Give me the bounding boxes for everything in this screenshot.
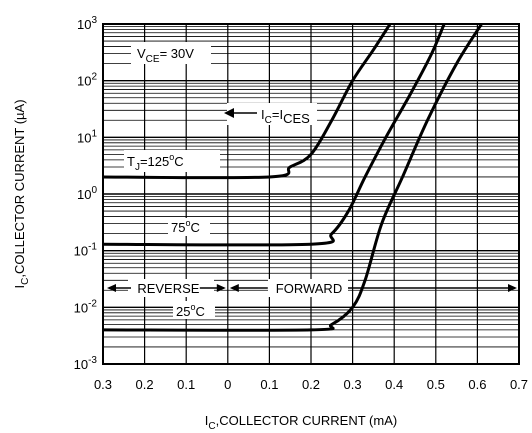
x-tick-label: 0: [224, 377, 231, 392]
y-tick-labels: 103 102 101 100 10-1 10-2 10-3: [74, 15, 98, 372]
curve-series-2: [102, 23, 446, 247]
forward-label-bg: [268, 279, 348, 297]
label-25c: 25oC: [176, 302, 205, 319]
y-axis-label: IC,COLLECTOR CURRENT (µA): [12, 99, 31, 288]
y-tick-label: 100: [77, 185, 97, 202]
tj-label: TJ=125oC: [127, 152, 184, 173]
y-tick-label: 10-1: [74, 242, 98, 259]
curve-series-1: [102, 23, 392, 180]
forward-arrowhead-right: [508, 284, 517, 292]
chart-curves: [102, 23, 483, 332]
forward-label: FORWARD: [276, 281, 342, 296]
vce-label-bg: [131, 42, 211, 64]
y-tick-label: 103: [77, 15, 97, 32]
label-75c: 75oC: [171, 218, 200, 235]
x-tick-label: 0.2: [136, 377, 154, 392]
reverse-label-bg: [128, 279, 214, 297]
x-tick-label: 0.3: [94, 377, 112, 392]
y-tick-label: 102: [77, 72, 97, 89]
reverse-label: REVERSE: [137, 281, 199, 296]
x-tick-label: 0.7: [510, 377, 528, 392]
x-tick-label: 0.1: [177, 377, 195, 392]
vce-label: VCE= 30V: [137, 46, 194, 65]
ices-arrowhead: [224, 108, 234, 118]
ices-label: IC=ICES: [261, 107, 310, 126]
x-tick-labels: 0.3 0.2 0.1 0 0.1 0.2 0.3 0.4 0.5 0.6 0.7: [94, 377, 528, 392]
y-tick-label: 10-2: [74, 298, 98, 315]
chart-grid: [103, 24, 519, 364]
tj-label-bg: [124, 150, 220, 172]
curve-series-3: [102, 23, 483, 332]
y-tick-label: 10-3: [74, 355, 98, 372]
ices-label-bg: [227, 103, 317, 125]
x-tick-label: 0.4: [385, 377, 403, 392]
reverse-arrowhead-right: [216, 284, 226, 292]
x-tick-label: 0.2: [302, 377, 320, 392]
reverse-arrowhead-left: [107, 284, 116, 292]
label-75-bg: [168, 218, 210, 236]
y-tick-label: 101: [77, 128, 97, 145]
x-tick-label: 0.3: [344, 377, 362, 392]
x-tick-label: 0.5: [427, 377, 445, 392]
chart-annotations: VCE= 30V IC=ICES TJ=125oC 75oC REVERSE FORWAR…: [107, 42, 517, 319]
forward-arrowhead-left: [229, 284, 239, 292]
plot-frame: [102, 23, 520, 365]
x-tick-label: 0.1: [260, 377, 278, 392]
label-25-bg: [173, 301, 215, 319]
x-axis-label: IC,COLLECTOR CURRENT (mA): [205, 413, 397, 432]
x-tick-label: 0.6: [468, 377, 486, 392]
